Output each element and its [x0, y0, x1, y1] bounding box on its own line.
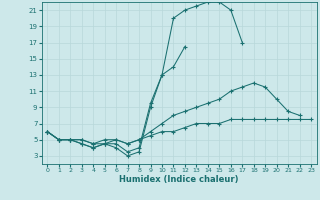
X-axis label: Humidex (Indice chaleur): Humidex (Indice chaleur) [119, 175, 239, 184]
